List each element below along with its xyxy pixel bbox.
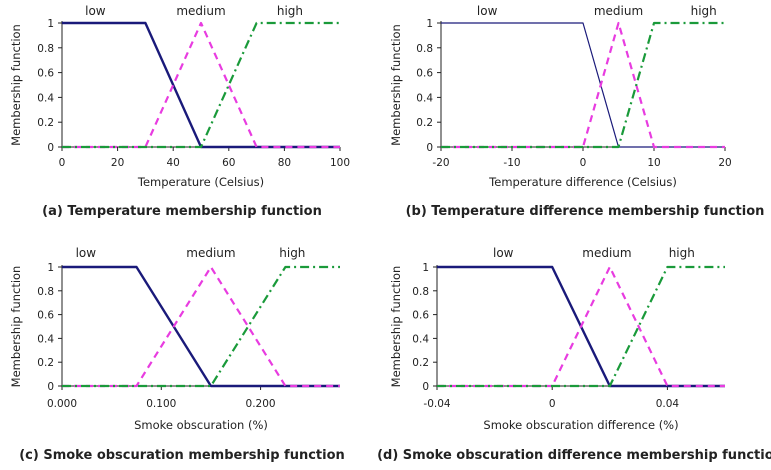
- x-tick-label: 60: [222, 157, 235, 169]
- y-tick-label: 0: [426, 142, 433, 154]
- x-tick-label: 0.100: [146, 398, 176, 410]
- series-line-high: [441, 21, 725, 149]
- series-line-medium: [441, 21, 725, 149]
- chart-c: 0 0.2 0.4 0.6 0.8 1 0.000 0.100 0.200 low medium hi…: [9, 246, 345, 463]
- y-tick-label: 0.8: [37, 43, 54, 55]
- series-line-medium: [62, 21, 340, 149]
- x-tick-label: 0.000: [47, 398, 77, 410]
- y-axis-title: Membership function: [389, 24, 403, 146]
- x-axis-title: Temperature difference (Celsius): [488, 175, 677, 189]
- x-tick-label: -0.04: [423, 398, 450, 410]
- x-tick-label: -10: [503, 157, 520, 169]
- series-label-medium: medium: [582, 246, 631, 260]
- series-line-medium: [62, 265, 340, 388]
- chart-d: 0 0.2 0.4 0.6 0.8 1 -0.04 0 0.04 low medium high Smo…: [377, 246, 771, 463]
- x-tick-label: 0: [549, 398, 556, 410]
- y-tick-label: 0: [47, 142, 54, 154]
- y-tick-label: 0.6: [37, 310, 54, 322]
- series-label-high: high: [691, 4, 717, 18]
- y-tick-label: 0.8: [412, 286, 429, 298]
- y-tick-label: 0.6: [416, 68, 433, 80]
- series-label-high: high: [669, 246, 695, 260]
- series-label-medium: medium: [186, 246, 235, 260]
- y-axis-title: Membership function: [9, 24, 23, 146]
- y-axis-title: Membership function: [9, 266, 23, 388]
- x-axis-title: Smoke obscuration (%): [134, 418, 268, 432]
- series-line-medium: [437, 265, 725, 388]
- x-tick-label: 20: [718, 157, 731, 169]
- y-tick-label: 0: [422, 381, 429, 393]
- x-tick-label: 80: [278, 157, 291, 169]
- series-line-high: [62, 21, 340, 149]
- x-tick-label: 0.04: [656, 398, 680, 410]
- x-tick-label: 20: [111, 157, 124, 169]
- y-tick-label: 0.2: [37, 117, 54, 129]
- y-tick-label: 0.4: [37, 333, 54, 345]
- y-tick-label: 0.8: [37, 286, 54, 298]
- y-tick-label: 0.2: [412, 357, 429, 369]
- x-tick-label: 0: [580, 157, 587, 169]
- chart-a: 0 0.2 0.4 0.6 0.8 1 0 20 40 60 80 100 low medium high T…: [9, 4, 350, 219]
- y-tick-label: 0.6: [412, 310, 429, 322]
- series-label-low: low: [85, 4, 106, 18]
- y-tick-label: 1: [47, 262, 54, 274]
- series-label-medium: medium: [176, 4, 225, 18]
- y-tick-label: 1: [422, 262, 429, 274]
- y-tick-label: 0: [47, 381, 54, 393]
- chart-caption: (d) Smoke obscuration difference members…: [377, 448, 771, 463]
- x-tick-label: 0.200: [246, 398, 276, 410]
- y-tick-label: 0.4: [412, 333, 429, 345]
- y-tick-label: 0.4: [416, 92, 433, 104]
- chart-caption: (c) Smoke obscuration membership functio…: [19, 448, 345, 463]
- y-tick-label: 0.2: [37, 357, 54, 369]
- series-label-low: low: [76, 246, 97, 260]
- y-tick-label: 1: [426, 18, 433, 30]
- x-tick-label: 0: [59, 157, 66, 169]
- x-tick-label: 10: [647, 157, 660, 169]
- series-line-low: [62, 21, 340, 149]
- y-tick-label: 0.8: [416, 43, 433, 55]
- x-axis-title: Smoke obscuration difference (%): [483, 418, 678, 432]
- series-label-high: high: [279, 246, 305, 260]
- x-axis-title: Temperature (Celsius): [137, 175, 264, 189]
- x-tick-label: 100: [330, 157, 350, 169]
- chart-caption: (a) Temperature membership function: [42, 204, 322, 219]
- x-tick-label: 40: [167, 157, 180, 169]
- series-line-low: [441, 22, 725, 148]
- series-label-low: low: [477, 4, 498, 18]
- y-tick-label: 0.2: [416, 117, 433, 129]
- chart-b: 0 0.2 0.4 0.6 0.8 1 -20 -10 0 10 20 low medium high Te…: [389, 4, 764, 219]
- y-tick-label: 0.4: [37, 92, 54, 104]
- x-tick-label: -20: [432, 157, 449, 169]
- series-label-low: low: [493, 246, 514, 260]
- y-tick-label: 1: [47, 18, 54, 30]
- series-label-high: high: [277, 4, 303, 18]
- series-label-medium: medium: [594, 4, 643, 18]
- y-tick-label: 0.6: [37, 68, 54, 80]
- y-axis-title: Membership function: [389, 266, 403, 388]
- chart-caption: (b) Temperature difference membership fu…: [406, 204, 765, 219]
